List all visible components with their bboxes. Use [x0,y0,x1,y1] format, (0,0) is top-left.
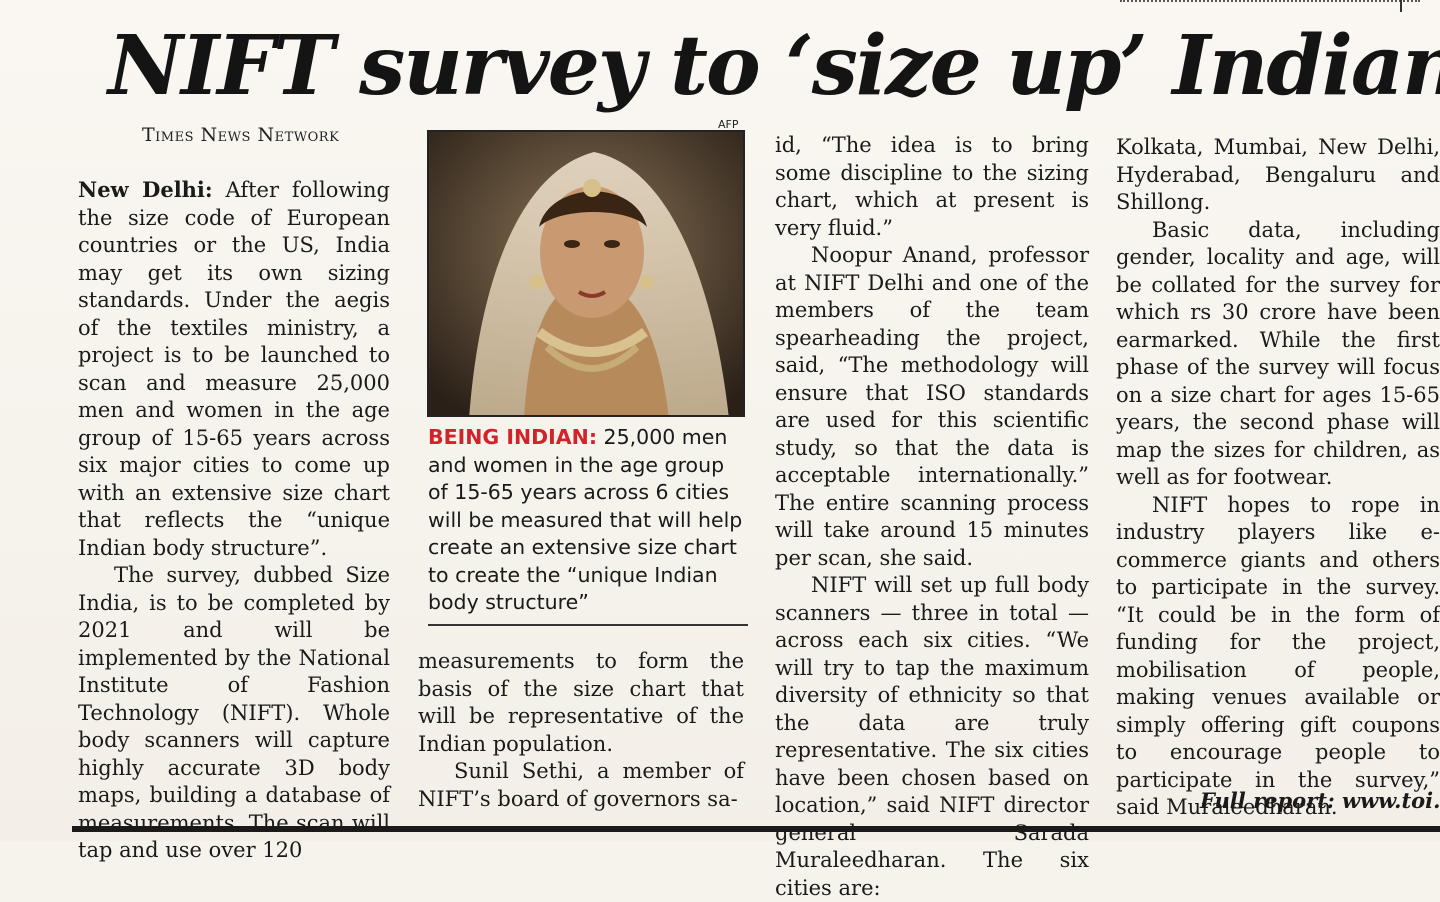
top-right-rule [1400,0,1402,12]
paragraph: measurements to form the basis of the si… [418,649,744,756]
bottom-rule [72,826,1440,832]
article-column-2: measurements to form the basis of the si… [418,648,744,813]
paragraph-text: After following the size code of Europea… [78,178,390,560]
article-photo [427,130,745,417]
caption-lead: BEING INDIAN: [428,425,598,449]
article-column-4: Kolkata, Mumbai, New Delhi, Hyderabad, B… [1116,134,1440,822]
caption-divider [428,624,748,626]
byline: Times News Network [142,124,340,146]
paragraph: NIFT hopes to rope in industry players l… [1116,492,1440,820]
full-report-link: Full report: www.toi.in [1200,788,1440,813]
headline: NIFT survey to ‘size up’ Indians [108,18,1440,114]
paragraph: Noopur Anand, professor at NIFT Delhi an… [775,243,1089,570]
caption-text: 25,000 men and women in the age group of… [428,425,743,614]
top-dotted-rule [1120,0,1420,6]
photo-caption: BEING INDIAN: 25,000 men and women in th… [428,424,746,617]
paragraph: NIFT will set up full body scanners — th… [775,573,1089,900]
paragraph: New Delhi: After following the size code… [78,176,390,562]
paragraph: Kolkata, Mumbai, New Delhi, Hyderabad, B… [1116,135,1440,214]
dateline: New Delhi: [78,177,213,202]
paragraph: Basic data, including gender, locality a… [1116,217,1440,490]
article-column-1: New Delhi: After following the size code… [78,176,390,865]
paragraph: id, “The idea is to bring some disciplin… [775,133,1089,240]
article-column-3: id, “The idea is to bring some disciplin… [775,132,1089,902]
photo-credit: AFP [718,118,739,131]
bride-portrait-image [429,132,743,415]
paragraph: The survey, dubbed Size India, is to be … [78,563,390,862]
paragraph: Sunil Sethi, a member of NIFT’s board of… [418,759,744,811]
